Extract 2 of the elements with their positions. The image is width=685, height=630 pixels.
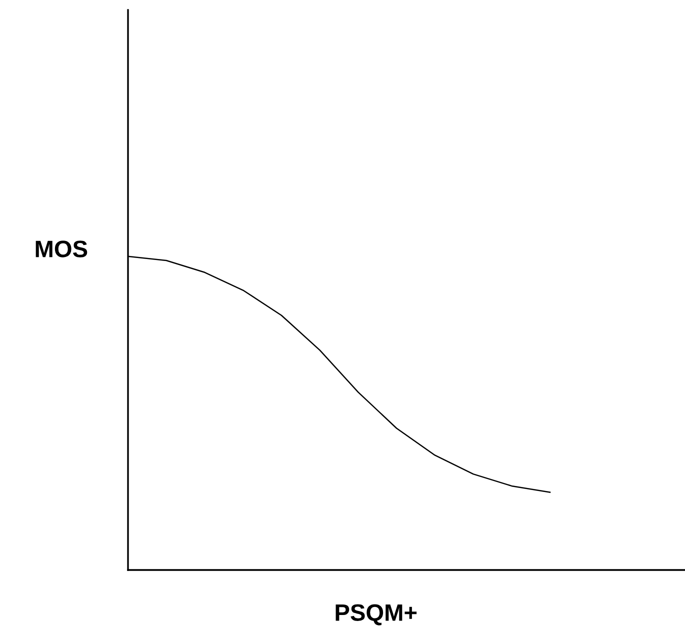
x-axis-title: PSQM+ — [336, 604, 417, 626]
y-axis-title: MOS — [36, 240, 88, 258]
